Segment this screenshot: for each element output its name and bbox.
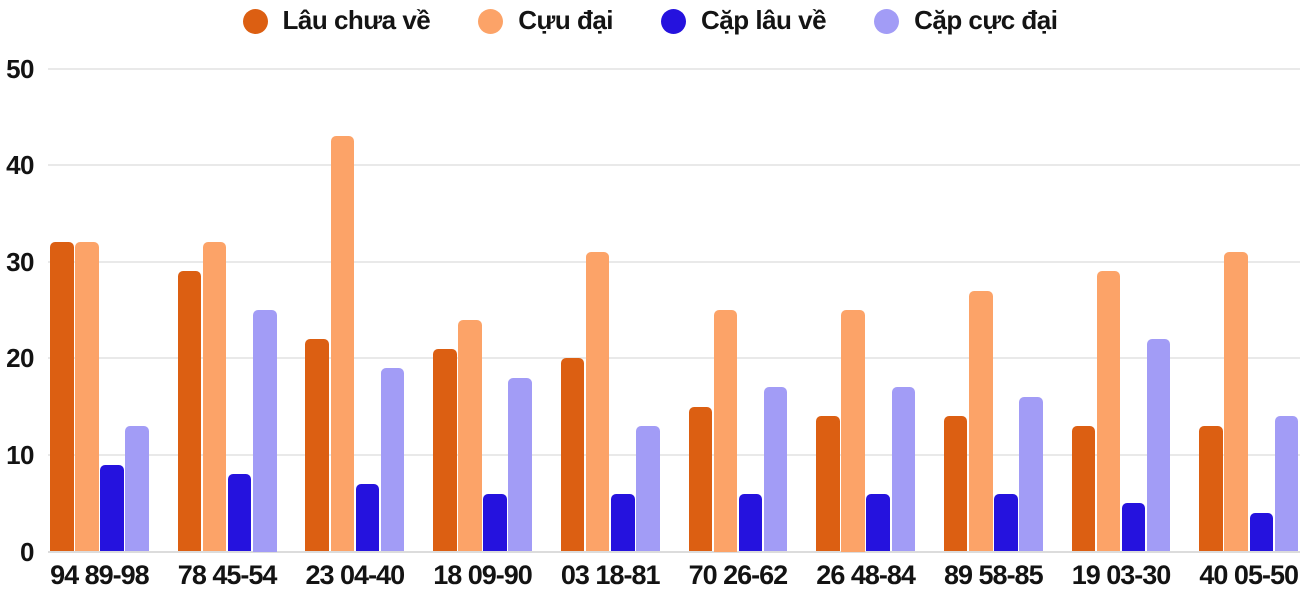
legend-item-4[interactable]: Cặp cực đại [874,5,1058,35]
bar-series-4-group-7[interactable] [891,387,915,552]
bar-series-2-group-1[interactable] [75,242,99,552]
bar-series-2-group-9[interactable] [1096,271,1121,552]
legend-item-3[interactable]: Cặp lâu về [661,5,827,35]
bar-series-1-group-3[interactable] [305,338,329,552]
legend-item-2[interactable]: Cựu đại [478,5,614,35]
gridline-y-30 [48,260,1300,263]
x-axis-category-label: 03 18-81 [560,560,661,590]
x-axis-category-label: 40 05-50 [1199,560,1299,590]
bar-series-4-group-2[interactable] [253,310,277,552]
y-axis-tick-label: 10 [6,439,34,470]
y-axis-tick-label: 50 [6,53,34,84]
x-axis-category-label: 94 89-98 [50,560,150,590]
bar-series-1-group-1[interactable] [50,242,74,552]
bar-series-4-group-1[interactable] [125,425,149,552]
gridline-y-10 [48,453,1300,456]
bar-series-1-group-4[interactable] [433,348,457,552]
legend-label: Cặp lâu về [701,5,827,35]
x-axis-category-label: 89 58-85 [944,560,1044,590]
bar-series-3-group-3[interactable] [355,483,380,552]
bar-series-3-group-10[interactable] [1249,512,1273,552]
y-axis-tick-label: 20 [6,343,34,374]
bar-series-1-group-8[interactable] [943,416,968,552]
bar-series-4-group-9[interactable] [1146,338,1171,552]
x-axis-category-label: 23 04-40 [305,560,406,590]
legend-color-dot-icon [242,8,268,34]
bar-series-3-group-7[interactable] [866,493,890,552]
x-axis-category-label: 19 03-30 [1071,560,1172,590]
y-axis-tick-label: 40 [6,150,34,181]
bar-series-3-group-8[interactable] [994,493,1018,552]
gridline-y-0 [48,550,1300,553]
legend-color-dot-icon [478,8,504,34]
bar-series-3-group-5[interactable] [611,493,635,552]
bar-series-4-group-10[interactable] [1274,416,1299,552]
bar-series-3-group-6[interactable] [738,493,763,552]
x-axis-category-label: 70 26-62 [688,560,789,590]
legend: Lâu chưa về Cựu đại Cặp lâu về Cặp cực đại [0,0,1300,42]
bar-series-4-group-8[interactable] [1019,396,1043,552]
bar-series-2-group-7[interactable] [841,310,865,552]
legend-color-dot-icon [661,8,687,34]
bar-series-4-group-4[interactable] [508,377,532,552]
y-axis-tick-label: 0 [20,536,34,567]
legend-label: Cặp cực đại [914,5,1058,35]
bar-series-4-group-6[interactable] [763,387,788,552]
bar-series-2-group-5[interactable] [585,252,610,552]
legend-color-dot-icon [874,8,900,34]
gridline-y-50 [48,67,1300,70]
bar-series-2-group-2[interactable] [202,242,227,552]
bar-series-1-group-5[interactable] [560,358,585,552]
gridline-y-20 [48,357,1300,360]
bar-series-3-group-1[interactable] [100,464,124,552]
bar-series-2-group-10[interactable] [1224,252,1248,552]
bar-series-4-group-3[interactable] [380,367,405,552]
bar-series-3-group-9[interactable] [1121,503,1146,552]
bar-series-2-group-3[interactable] [330,136,354,552]
y-axis-tick-label: 30 [6,246,34,277]
x-axis-category-label: 26 48-84 [816,560,916,590]
bar-series-3-group-4[interactable] [483,493,507,552]
x-axis-category-label: 18 09-90 [433,560,533,590]
bar-series-1-group-6[interactable] [688,406,712,552]
bar-series-4-group-5[interactable] [636,425,660,552]
bar-series-2-group-6[interactable] [713,310,738,552]
legend-label: Cựu đại [518,5,614,35]
bar-series-2-group-4[interactable] [458,319,482,552]
bar-series-1-group-7[interactable] [816,416,840,552]
bar-series-3-group-2[interactable] [227,474,252,552]
legend-item-1[interactable]: Lâu chưa về [242,5,431,35]
gridline-y-40 [48,164,1300,167]
bar-series-1-group-9[interactable] [1071,425,1096,552]
bar-series-1-group-10[interactable] [1199,425,1223,552]
bar-series-2-group-8[interactable] [969,290,993,552]
legend-label: Lâu chưa về [282,5,431,35]
bar-series-1-group-2[interactable] [177,271,202,552]
x-axis-category-label: 78 45-54 [177,560,278,590]
